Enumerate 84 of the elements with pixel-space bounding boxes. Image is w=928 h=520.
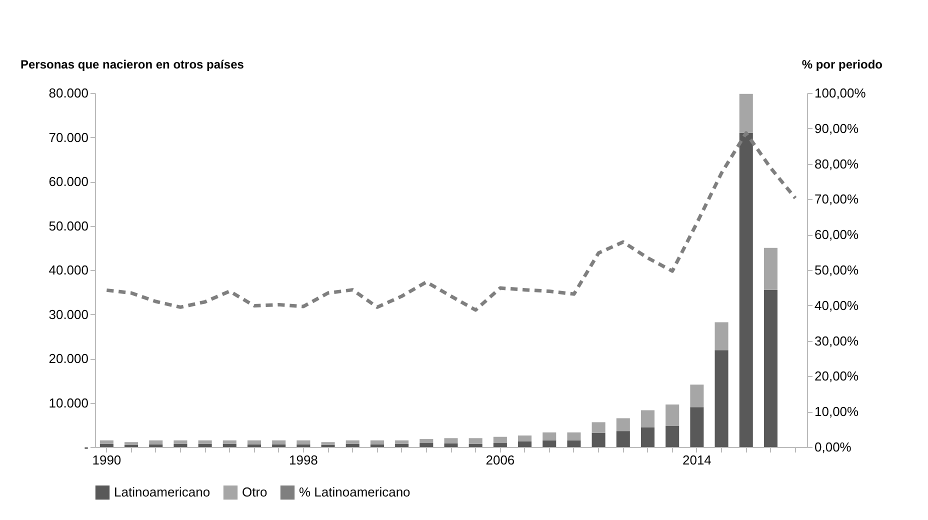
y-tick-label: 80.000 [48,86,88,100]
bar [666,426,680,447]
y2-tick-label: 70,00% [814,192,860,207]
y-tick-label: 60.000 [48,174,88,189]
bar [764,248,778,290]
bar [714,322,728,350]
x-tick-label: 2006 [486,452,515,468]
bar [100,444,114,447]
bar [296,444,310,447]
y-tick-label: 10.000 [48,395,88,410]
y2-tick-label: 90,00% [814,120,860,136]
bar [222,444,236,447]
bar [174,440,188,444]
bar [247,440,262,444]
y2-axis-title: % por periodo [802,58,882,72]
bar [493,436,507,444]
bar [468,444,482,447]
bar [567,432,581,440]
bar [296,440,310,444]
bar [444,443,458,447]
x-tick-label: 2014 [682,452,712,468]
bar [174,444,188,447]
x-tick-label: 1998 [288,452,318,468]
bar [395,444,409,447]
bar [542,432,556,440]
y2-tick-label: 10,00% [814,404,860,420]
y-tick-label: 20.000 [48,351,88,366]
bar [272,440,286,444]
bar [468,438,482,444]
bar [493,443,507,447]
bar [567,440,581,447]
bar [714,350,728,447]
bar [640,428,655,447]
bar [739,94,753,133]
bar [370,444,384,447]
y-tick-label: 50.000 [48,218,88,234]
line-series [104,131,798,312]
bar [518,441,532,447]
bar [592,422,606,433]
bar [640,410,655,428]
y2-tick-label: 80,00% [814,156,860,172]
y2-tick-label: 30,00% [814,333,860,348]
bar [542,440,556,447]
y-tick-label: 30.000 [48,306,88,322]
y2-tick-label: 20,00% [814,368,860,384]
y-tick-label: 70.000 [48,130,88,145]
bar [272,444,286,447]
x-tick-label: 1990 [92,452,122,468]
bar [690,384,704,408]
bar [616,418,630,432]
y2-tick-label: 100,00% [814,86,866,100]
bar [100,440,114,444]
bar [346,440,360,444]
y2-tick-label: 40,00% [814,298,860,313]
legend-label: Otro [242,484,268,500]
bar [222,440,236,444]
bar [764,290,778,447]
bar [690,407,704,447]
bar [420,443,434,447]
bar [198,444,212,447]
y-tick-label: 40.000 [48,262,88,278]
bar [666,404,680,426]
bar [346,444,360,447]
bar [198,440,212,444]
y2-tick-label: 50,00% [814,262,860,278]
bar [124,442,138,445]
legend-label: Latinoamericano [114,484,210,500]
bar [420,439,434,444]
legend-label: % Latinoamericano [299,484,410,500]
y-axis-title: Personas que nacieron en otros países [20,58,244,72]
bar [616,431,630,447]
y2-tick-label: 60,00% [814,227,860,242]
bar [321,442,335,445]
bar [739,132,753,447]
bar [247,444,262,447]
y-tick-label: - [84,440,88,454]
bar [149,444,163,447]
bar [592,432,606,447]
bar [518,435,532,442]
bar [370,440,384,444]
bar [149,440,163,444]
y2-tick-label: 0,00% [814,440,852,454]
bar [395,440,409,444]
bar [444,438,458,444]
